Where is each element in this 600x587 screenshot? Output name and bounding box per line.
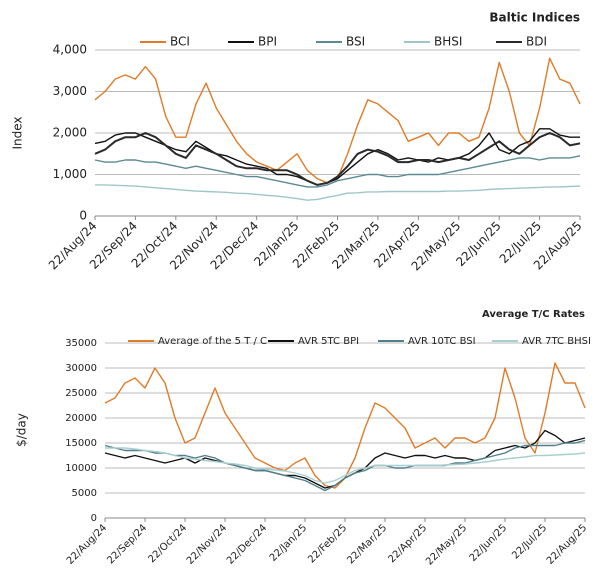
x-tick-label: 22/Mar/25	[345, 522, 389, 566]
y-axis-label: Index	[11, 116, 25, 149]
series-line	[94, 155, 581, 188]
y-tick-label: 2,000	[53, 126, 87, 140]
x-tick-label: 22/Jan/25	[268, 522, 309, 563]
y-tick-label: 25000	[65, 388, 97, 399]
x-tick-label: 22/Aug/24	[65, 522, 109, 566]
series-line	[104, 429, 586, 489]
series-line	[105, 447, 586, 484]
x-tick-label: 22/May/25	[424, 522, 469, 567]
legend-label: BCI	[170, 35, 190, 49]
y-tick-label: 30000	[65, 363, 97, 374]
x-tick-label: 22/Sep/24	[105, 522, 149, 566]
y-tick-label: 15000	[65, 438, 97, 449]
series-line	[104, 439, 586, 492]
y-tick-label: 10000	[65, 463, 97, 474]
series-line	[94, 132, 581, 186]
legend-label: AVR 7TC BHSI	[522, 336, 591, 347]
y-tick-label: 1,000	[53, 167, 87, 181]
x-tick-label: 22/Dec/24	[225, 522, 269, 566]
chart-title: Average T/C Rates	[482, 309, 585, 320]
x-tick-label: 22/Jul/25	[510, 522, 549, 561]
series-line	[94, 128, 580, 186]
x-tick-label: 22/Oct/24	[146, 522, 189, 565]
x-tick-label: 22/Aug/25	[545, 522, 589, 566]
y-axis-label: $/day	[15, 413, 29, 447]
x-tick-label: 22/Jun/25	[468, 522, 510, 564]
y-tick-label: 0	[91, 513, 97, 524]
legend-label: AVR 10TC BSI	[408, 336, 476, 347]
legend-label: BHSI	[434, 35, 462, 49]
series-line	[95, 184, 581, 201]
legend-label: AVR 5TC BPI	[298, 336, 359, 347]
legend-label: BSI	[346, 35, 365, 49]
chart-title: Baltic Indices	[489, 11, 580, 25]
y-tick-label: 35000	[65, 338, 97, 349]
y-tick-label: 4,000	[53, 43, 87, 57]
legend-label: BDI	[526, 35, 547, 49]
y-tick-label: 5000	[72, 488, 97, 499]
x-tick-label: 22/Nov/24	[185, 522, 229, 566]
series-line	[104, 362, 586, 489]
y-tick-label: 20000	[65, 413, 97, 424]
x-tick-label: 22/Apr/25	[386, 522, 429, 565]
x-tick-label: 22/Feb/25	[306, 522, 349, 565]
y-tick-label: 0	[79, 209, 87, 223]
legend-label: BPI	[258, 35, 277, 49]
legend-label: Average of the 5 T / C	[158, 336, 267, 347]
y-tick-label: 3,000	[53, 84, 87, 98]
